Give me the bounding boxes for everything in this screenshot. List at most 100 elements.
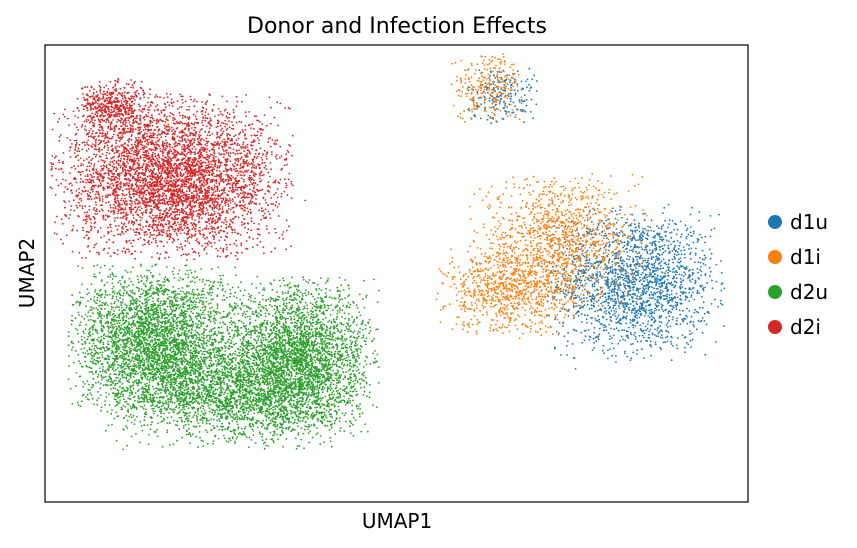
data-point xyxy=(191,290,194,293)
data-point xyxy=(499,58,501,61)
data-point xyxy=(539,206,542,209)
data-point xyxy=(540,334,543,337)
data-point xyxy=(504,232,507,234)
data-point xyxy=(661,236,663,239)
data-point xyxy=(83,332,85,334)
data-point xyxy=(624,279,627,282)
data-point xyxy=(562,201,565,203)
data-point xyxy=(530,86,533,89)
data-point xyxy=(659,279,662,281)
data-point xyxy=(610,327,612,330)
data-point xyxy=(639,234,642,236)
data-point xyxy=(568,279,571,282)
data-point xyxy=(665,286,667,289)
data-point xyxy=(665,297,667,300)
data-point xyxy=(489,329,491,332)
data-point xyxy=(471,88,474,90)
data-point xyxy=(469,294,472,297)
data-point xyxy=(693,325,696,328)
data-point xyxy=(630,245,632,248)
data-point xyxy=(614,284,617,287)
data-point xyxy=(640,297,643,300)
data-point xyxy=(574,251,577,253)
data-point xyxy=(480,81,483,83)
data-point xyxy=(95,381,97,384)
data-point xyxy=(465,278,468,281)
data-point xyxy=(562,269,565,272)
data-point xyxy=(563,228,566,231)
data-point xyxy=(555,211,557,214)
data-point xyxy=(650,273,653,275)
data-point xyxy=(496,260,498,263)
data-point xyxy=(691,268,694,271)
data-point xyxy=(542,305,545,307)
data-point xyxy=(536,247,539,250)
data-point xyxy=(614,272,617,275)
data-point xyxy=(688,288,691,291)
data-point xyxy=(488,77,491,79)
data-point xyxy=(490,305,492,308)
chart-title: Donor and Infection Effects xyxy=(247,14,547,39)
data-point xyxy=(622,282,625,285)
data-point xyxy=(622,306,625,309)
data-point xyxy=(495,212,498,215)
data-point xyxy=(611,342,613,345)
data-point xyxy=(563,226,566,228)
data-point xyxy=(592,293,594,296)
data-point xyxy=(523,298,526,301)
data-point xyxy=(587,205,590,208)
data-point xyxy=(572,255,575,258)
data-point xyxy=(701,317,704,319)
data-point xyxy=(544,238,546,241)
data-point xyxy=(704,286,706,289)
data-point xyxy=(626,292,629,295)
data-point xyxy=(506,83,509,85)
data-point xyxy=(543,259,546,262)
data-point xyxy=(695,310,698,313)
data-point xyxy=(610,282,612,284)
data-point xyxy=(717,305,719,308)
data-point xyxy=(506,304,509,306)
data-point xyxy=(495,100,498,103)
data-point xyxy=(611,354,613,357)
data-point xyxy=(578,265,580,267)
data-point xyxy=(687,277,689,280)
data-point xyxy=(502,282,504,285)
data-point xyxy=(552,265,555,268)
data-point xyxy=(520,292,523,294)
data-point xyxy=(595,319,598,322)
data-point xyxy=(446,275,448,277)
data-point xyxy=(505,77,508,79)
data-point xyxy=(676,265,679,268)
data-point xyxy=(501,323,504,326)
data-point xyxy=(510,194,513,197)
data-point xyxy=(618,302,621,305)
data-point xyxy=(522,296,525,298)
data-point xyxy=(577,277,580,280)
data-point xyxy=(577,221,580,224)
data-point xyxy=(599,273,602,276)
data-point xyxy=(592,241,594,243)
data-point xyxy=(531,78,534,81)
data-point xyxy=(492,105,495,108)
data-point xyxy=(548,275,551,278)
data-point xyxy=(494,77,497,79)
data-point xyxy=(547,277,550,280)
data-point xyxy=(573,302,576,304)
data-point xyxy=(571,187,574,190)
data-point xyxy=(472,96,475,98)
data-point xyxy=(585,206,588,209)
data-point xyxy=(490,106,492,109)
data-point xyxy=(622,338,624,341)
data-point xyxy=(495,328,498,330)
data-point xyxy=(672,261,675,264)
data-point xyxy=(655,309,658,311)
data-point xyxy=(535,202,537,205)
data-point xyxy=(586,225,588,227)
data-point xyxy=(622,250,625,253)
data-point xyxy=(614,234,617,237)
data-point xyxy=(668,219,671,222)
data-point xyxy=(550,180,553,183)
data-point xyxy=(602,252,605,255)
data-point xyxy=(652,256,655,259)
